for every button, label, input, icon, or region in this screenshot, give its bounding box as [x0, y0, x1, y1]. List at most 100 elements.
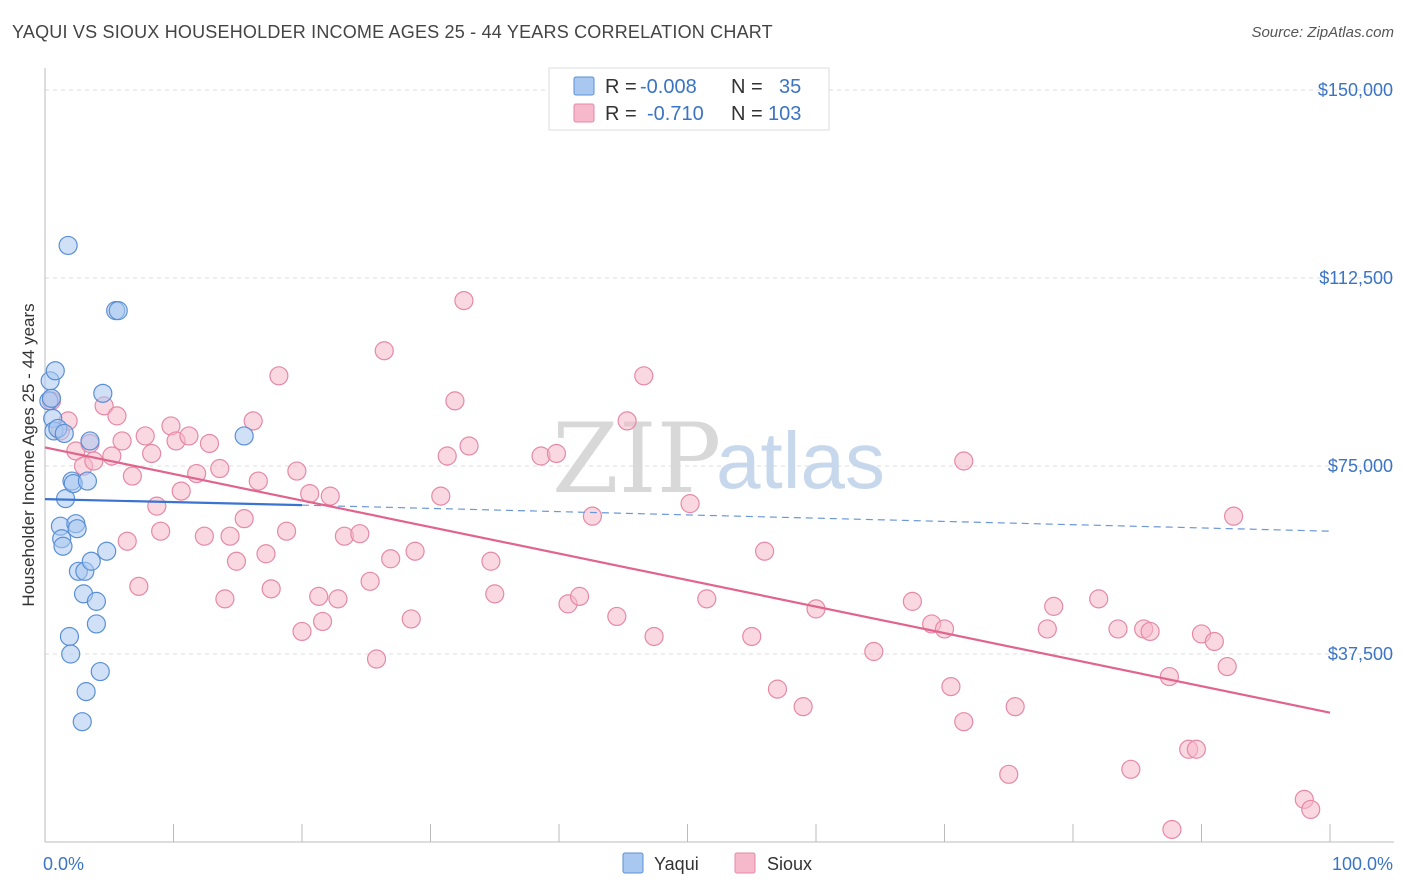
legend-r-label-yaqui: R = [605, 76, 637, 98]
data-point-sioux [179, 426, 199, 446]
data-point-sioux [445, 391, 465, 411]
data-point-sioux [151, 521, 171, 541]
data-point-yaqui [80, 431, 100, 451]
legend-n-value-yaqui: 35 [779, 76, 801, 98]
data-point-sioux [634, 366, 654, 386]
data-point-sioux [226, 551, 247, 571]
legend-swatch-yaqui [573, 76, 595, 96]
data-point-yaqui [45, 361, 65, 381]
data-point-sioux [767, 679, 788, 699]
data-point-sioux [117, 531, 137, 551]
y-axis-label: Householder Income Ages 25 - 44 years [19, 303, 38, 606]
data-point-sioux [248, 471, 268, 491]
bottom-legend-swatch-yaqui [622, 852, 644, 874]
y-tick-label: $37,500 [1328, 644, 1393, 664]
data-point-sioux [107, 406, 127, 426]
data-point-sioux [485, 584, 505, 604]
data-point-sioux [112, 431, 132, 451]
legend-swatch-sioux [573, 103, 595, 123]
gridlines [45, 89, 1394, 655]
data-point-sioux [546, 443, 567, 464]
data-point-sioux [210, 458, 230, 479]
data-point-sioux [1044, 596, 1064, 616]
data-point-sioux [1140, 621, 1160, 642]
data-point-yaqui [53, 536, 73, 556]
data-point-yaqui [59, 626, 80, 647]
chart-title: YAQUI VS SIOUX HOUSEHOLDER INCOME AGES 2… [12, 22, 773, 42]
data-points [39, 235, 1321, 840]
data-point-yaqui [86, 614, 107, 634]
data-point-sioux [401, 609, 421, 629]
source-credit: Source: ZipAtlas.com [1251, 24, 1394, 41]
trend-line-yaqui [44, 498, 303, 507]
data-point-sioux [431, 486, 451, 506]
data-point-sioux [292, 621, 312, 642]
data-point-sioux [617, 411, 637, 431]
data-point-sioux [215, 589, 235, 609]
data-point-yaqui [97, 541, 117, 561]
data-point-yaqui [61, 644, 81, 664]
data-point-sioux [697, 589, 717, 609]
data-point-sioux [171, 481, 191, 501]
watermark: ZIP atlas [552, 403, 885, 515]
x-tick-label-min: 0.0% [43, 854, 84, 874]
legend-r-value-yaqui: -0.008 [640, 76, 697, 98]
bottom-legend-label-yaqui: Yaqui [654, 854, 699, 874]
bottom-legend-swatch-sioux [734, 852, 756, 874]
y-tick-label: $75,000 [1328, 456, 1393, 476]
data-point-sioux [256, 544, 276, 564]
data-point-sioux [234, 509, 254, 529]
data-point-sioux [1204, 631, 1224, 652]
data-point-sioux [569, 586, 590, 606]
data-point-sioux [941, 676, 961, 697]
data-point-sioux [459, 436, 479, 456]
data-point-yaqui [76, 682, 96, 702]
data-point-yaqui [81, 551, 101, 571]
data-point-sioux [328, 589, 348, 609]
data-point-yaqui [93, 383, 113, 403]
data-point-sioux [954, 712, 974, 732]
watermark-atlas: atlas [716, 416, 885, 505]
axes [44, 68, 1394, 843]
y-tick-label: $150,000 [1318, 80, 1393, 100]
y-tick-labels: $37,500 $75,000 $112,500 $150,000 [1318, 80, 1393, 664]
data-point-sioux [680, 494, 700, 514]
trend-lines [44, 446, 1331, 714]
data-point-sioux [864, 641, 884, 662]
legend-r-label-sioux: R = [605, 103, 637, 125]
x-tick-label-max: 100.0% [1332, 854, 1393, 874]
data-point-sioux [405, 541, 425, 561]
data-point-sioux [644, 626, 664, 647]
legend-n-label-sioux: N = [731, 103, 763, 125]
data-point-sioux [199, 433, 220, 454]
data-point-yaqui [90, 661, 110, 682]
data-point-sioux [742, 626, 762, 647]
legend-box [548, 67, 830, 131]
data-point-sioux [1301, 799, 1321, 820]
data-point-sioux [350, 524, 370, 544]
data-point-sioux [582, 506, 603, 526]
data-point-yaqui [86, 591, 107, 611]
data-point-yaqui [54, 423, 74, 444]
data-point-sioux [366, 649, 387, 669]
data-point-sioux [1186, 739, 1206, 759]
data-point-sioux [243, 411, 263, 431]
data-point-sioux [312, 611, 333, 632]
data-point-sioux [320, 486, 340, 506]
data-point-sioux [122, 466, 142, 486]
data-point-sioux [1005, 697, 1025, 717]
bottom-legend: Yaqui Sioux [622, 852, 812, 874]
data-point-sioux [374, 341, 394, 361]
data-point-sioux [999, 764, 1019, 784]
legend: R = -0.008 N = 35 R = -0.710 N = 103 [548, 67, 830, 131]
x-tick-labels: 0.0% 100.0% [43, 854, 1393, 874]
data-point-sioux [1121, 759, 1141, 779]
data-point-yaqui [41, 388, 62, 408]
data-point-sioux [954, 451, 974, 471]
data-point-yaqui [77, 471, 98, 491]
data-point-sioux [360, 571, 380, 591]
data-point-sioux [135, 426, 155, 446]
data-point-yaqui [108, 301, 128, 321]
legend-n-label-yaqui: N = [731, 76, 763, 98]
